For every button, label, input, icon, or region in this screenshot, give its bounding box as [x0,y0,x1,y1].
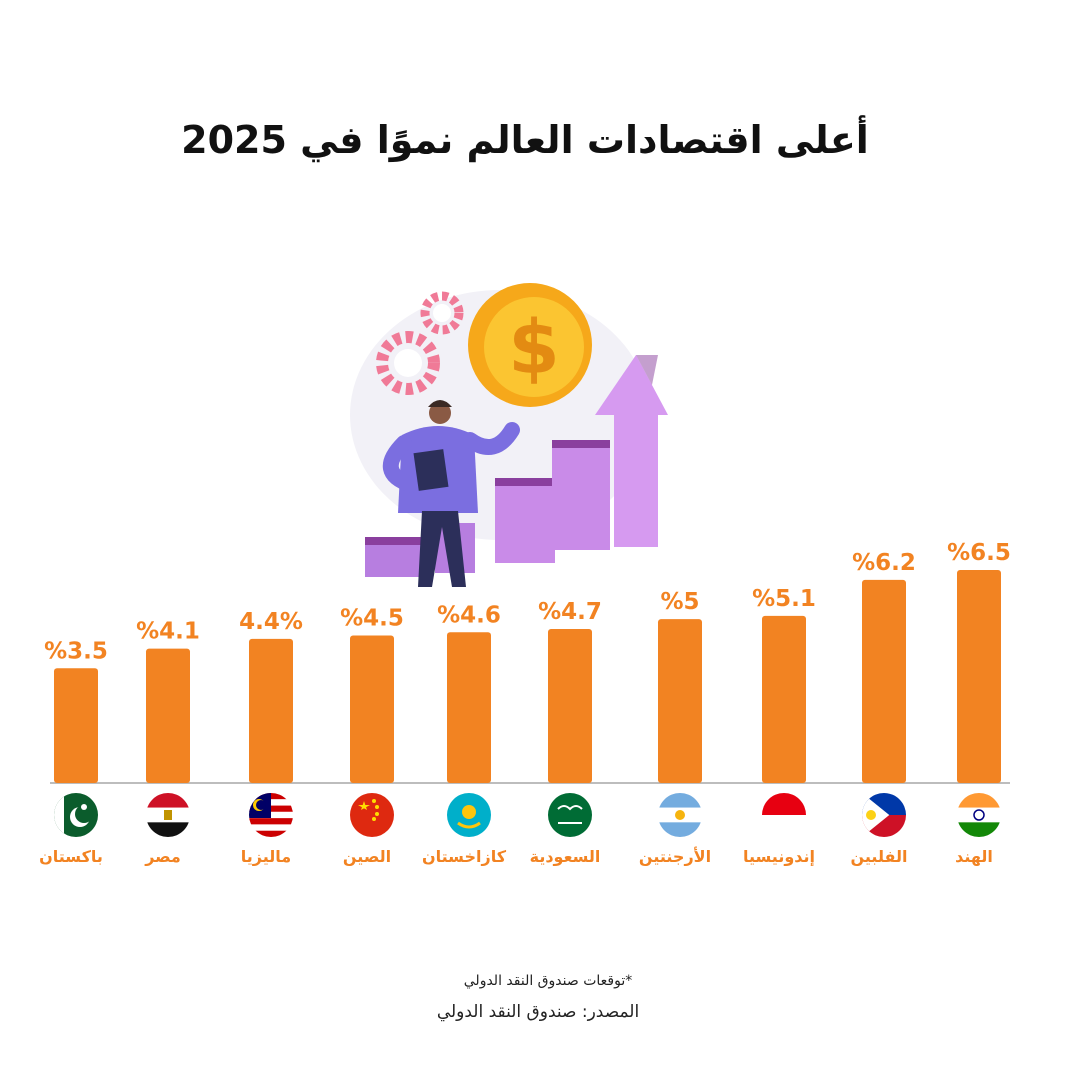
growth-illustration-icon: $ [350,283,668,587]
footnote: *توقعات صندوق النقد الدولي [463,973,633,989]
saudi-arabia-flag-icon [548,793,592,837]
china-flag-icon [350,793,394,837]
data-label: %4.1 [136,619,200,645]
india-flag-icon [957,793,1001,837]
bar [447,632,491,783]
data-label: %4.7 [538,599,602,625]
bar [762,615,806,783]
pakistan-flag-icon [54,793,98,837]
svg-text:$: $ [508,305,560,391]
data-label: %5.1 [752,586,816,612]
category-label: الهند [955,847,993,866]
category-label: الأرجنتين [639,847,711,866]
category-label: الفلبين [851,847,908,866]
data-label: 4.4% [239,609,303,635]
bar [350,635,394,783]
malaysia-flag-icon [249,793,293,837]
indonesia-flag-icon [762,793,806,837]
data-label: %6.5 [947,540,1011,566]
source-note: المصدر: صندوق النقد الدولي [436,1002,640,1022]
egypt-flag-icon [146,793,190,837]
data-label: %3.5 [44,638,108,664]
bar [146,648,190,783]
kazakhstan-flag-icon [447,793,491,837]
chart-title: أعلى اقتصادات العالم نموًا في 2025 [181,118,869,162]
data-label: %5 [660,589,699,615]
bar [54,668,98,783]
category-label: إندونيسيا [743,847,815,866]
argentina-flag-icon [658,793,702,837]
bar-chart: %3.5 باكستان %4.1 مصر 4.4% ماليزيا %4.5 الصين %4… [39,540,1011,866]
category-label: باكستان [39,847,103,866]
philippines-flag-icon [862,793,906,837]
bar [862,579,906,783]
bar [548,628,592,783]
bar [957,570,1001,783]
category-label: ماليزيا [241,847,291,866]
category-label: مصر [144,847,181,866]
category-label: السعودية [530,847,601,866]
data-label: %4.6 [437,602,501,628]
data-label: %6.2 [852,550,916,576]
category-label: كازاخستان [422,847,507,866]
data-label: %4.5 [340,606,404,632]
category-label: الصين [343,847,391,866]
bar [658,619,702,783]
bar [249,638,293,783]
